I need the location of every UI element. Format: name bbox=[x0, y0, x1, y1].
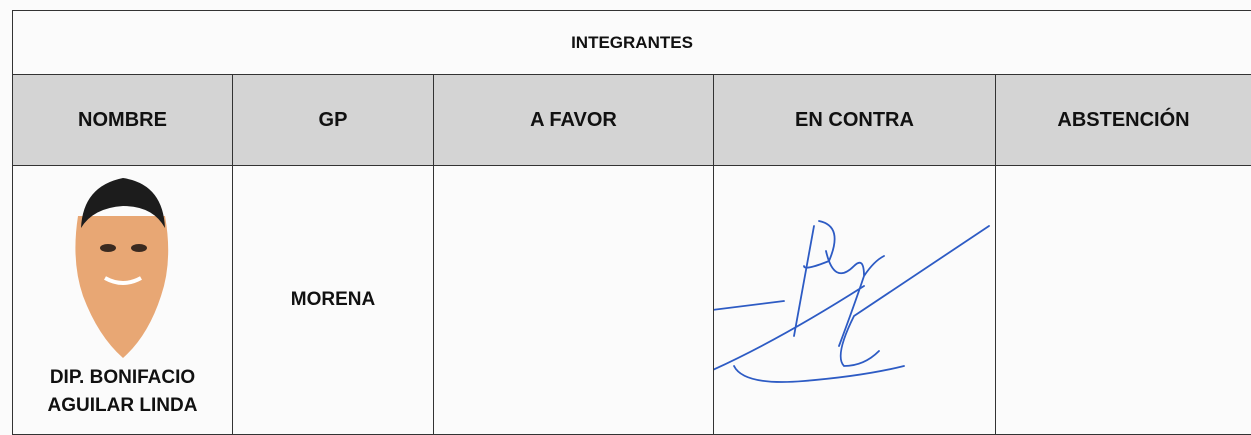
signature bbox=[714, 220, 990, 383]
photo bbox=[75, 178, 169, 358]
header-cell: GP bbox=[232, 74, 434, 166]
member-name: DIP. BONIFACIO AGUILAR LINDA bbox=[47, 367, 198, 416]
header-cell: ABSTENCIÓN bbox=[995, 74, 1251, 166]
header-cell: A FAVOR bbox=[433, 74, 714, 166]
party-cell: MORENA bbox=[232, 165, 434, 435]
header-cell: EN CONTRA bbox=[713, 74, 996, 166]
vote-cell bbox=[713, 165, 996, 435]
page: INTEGRANTES NOMBRE GP A FAVOR EN CONTRA … bbox=[12, 10, 1251, 435]
table-title: INTEGRANTES bbox=[12, 10, 1251, 75]
header-cell: NOMBRE bbox=[12, 74, 233, 166]
name-cell: DIP. BONIFACIO AGUILAR LINDA bbox=[12, 165, 233, 435]
vote-cell bbox=[433, 165, 714, 435]
vote-cell bbox=[995, 165, 1251, 435]
